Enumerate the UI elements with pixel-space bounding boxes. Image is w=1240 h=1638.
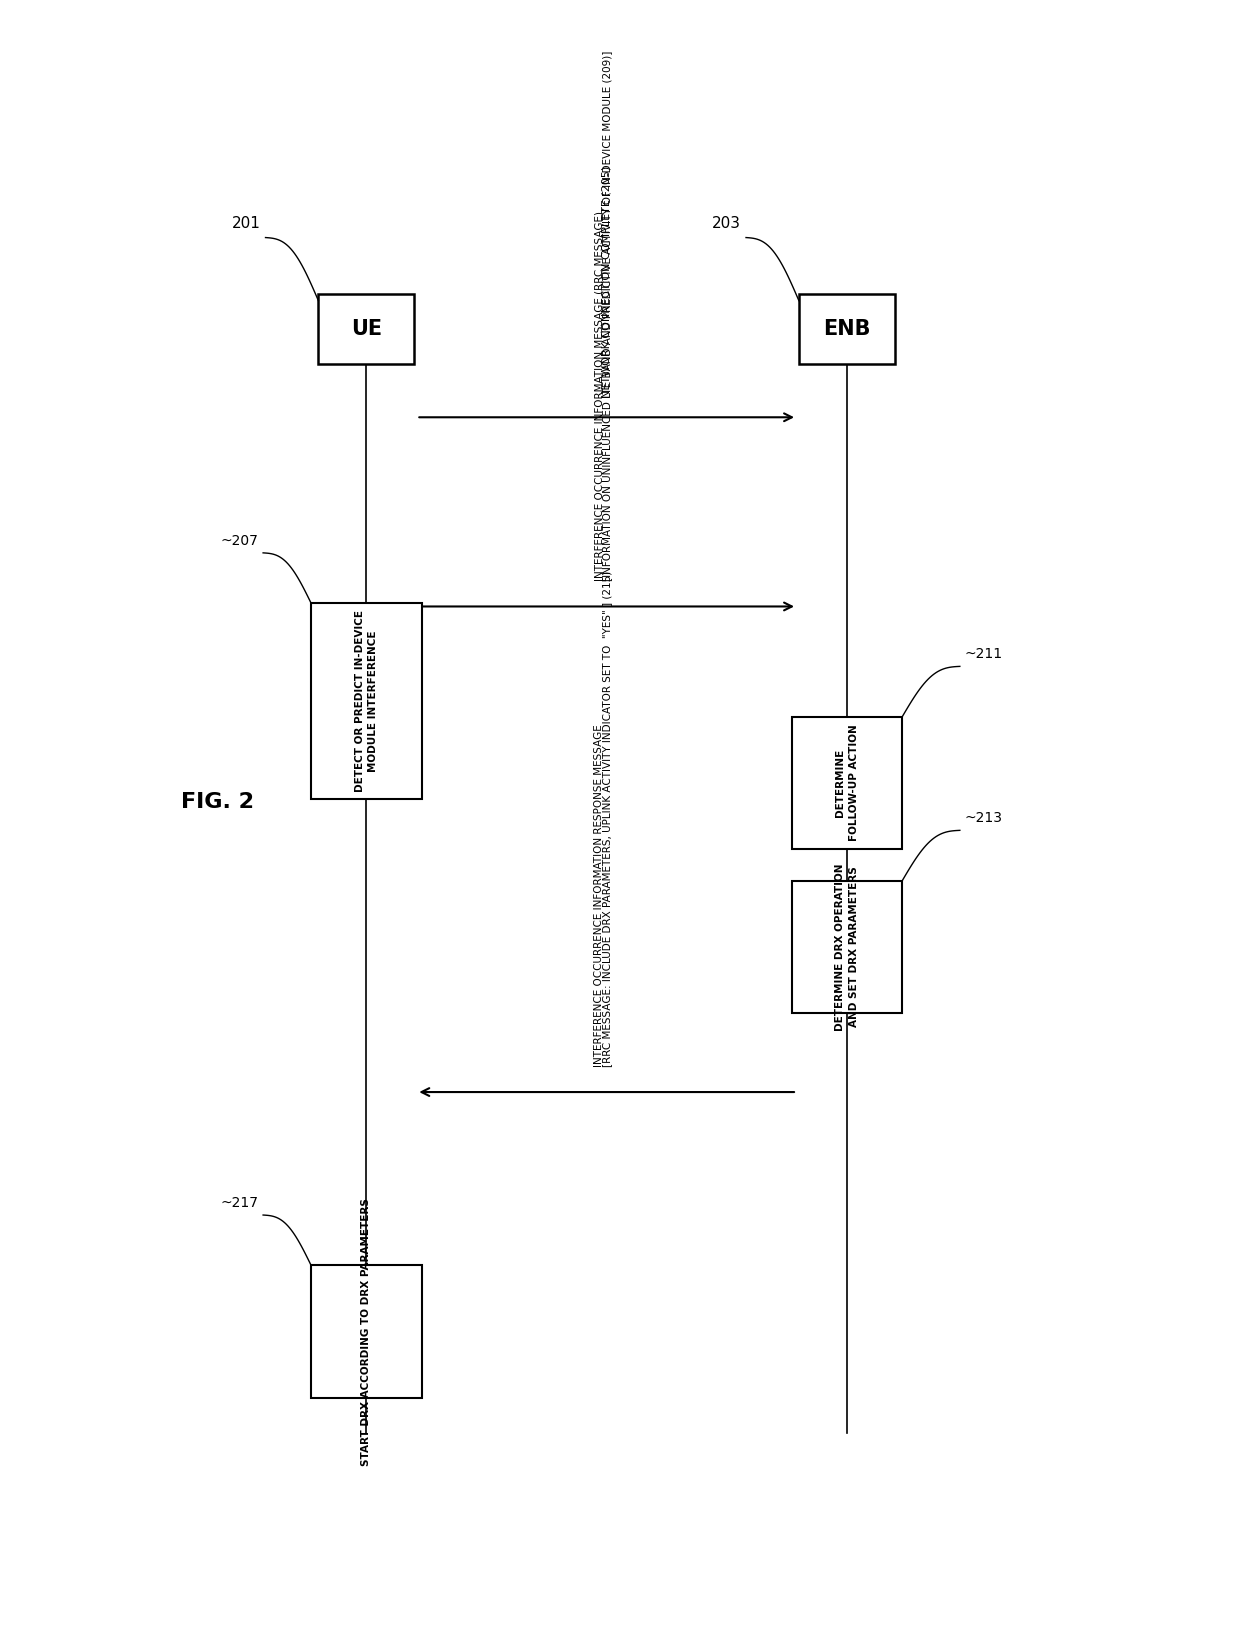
Bar: [311, 1266, 422, 1397]
Bar: [791, 881, 903, 1014]
Text: [RRC MESSAGE: INCLUDE DRX PARAMETERS, UPLINK ACTIVITY INDICATOR SET TO  "YES" ] : [RRC MESSAGE: INCLUDE DRX PARAMETERS, UP…: [601, 570, 611, 1066]
Text: NETWORK CONNECTION COMPLETE (205): NETWORK CONNECTION COMPLETE (205): [601, 165, 611, 398]
Text: START DRX ACCORDING TO DRX PARAMETERS: START DRX ACCORDING TO DRX PARAMETERS: [361, 1197, 372, 1466]
Text: ENB: ENB: [823, 319, 870, 339]
Text: INTERFERENCE OCCURRENCE INFORMATION RESPONSE MESSAGE: INTERFERENCE OCCURRENCE INFORMATION RESP…: [594, 724, 604, 1066]
Text: INTERFERENCE OCCURRENCE INFORMATION MESSAGE (RRC MESSAGE): INTERFERENCE OCCURRENCE INFORMATION MESS…: [594, 211, 604, 581]
Bar: [319, 295, 414, 364]
Text: DETECT OR PREDICT IN-DEVICE
MODULE INTERFERENCE: DETECT OR PREDICT IN-DEVICE MODULE INTER…: [355, 609, 378, 793]
Text: [INFORMATION ON UNINFLUENCED LTE BAND AND PREDICTIVE ACTIVITY OF IN-DEVICE MODUL: [INFORMATION ON UNINFLUENCED LTE BAND AN…: [601, 51, 611, 581]
Text: ~217: ~217: [221, 1196, 258, 1210]
Text: 201: 201: [232, 216, 260, 231]
Text: ~211: ~211: [965, 647, 1003, 662]
Text: ~207: ~207: [221, 534, 258, 547]
Bar: [791, 717, 903, 848]
Text: 203: 203: [712, 216, 742, 231]
Text: FIG. 2: FIG. 2: [181, 791, 254, 812]
Text: DETERMINE DRX OPERATION
AND SET DRX PARAMETERS: DETERMINE DRX OPERATION AND SET DRX PARA…: [836, 863, 858, 1030]
Text: UE: UE: [351, 319, 382, 339]
Bar: [311, 603, 422, 799]
Bar: [799, 295, 895, 364]
Text: ~213: ~213: [965, 811, 1003, 826]
Text: DETERMINE
FOLLOW-UP ACTION: DETERMINE FOLLOW-UP ACTION: [836, 724, 858, 842]
